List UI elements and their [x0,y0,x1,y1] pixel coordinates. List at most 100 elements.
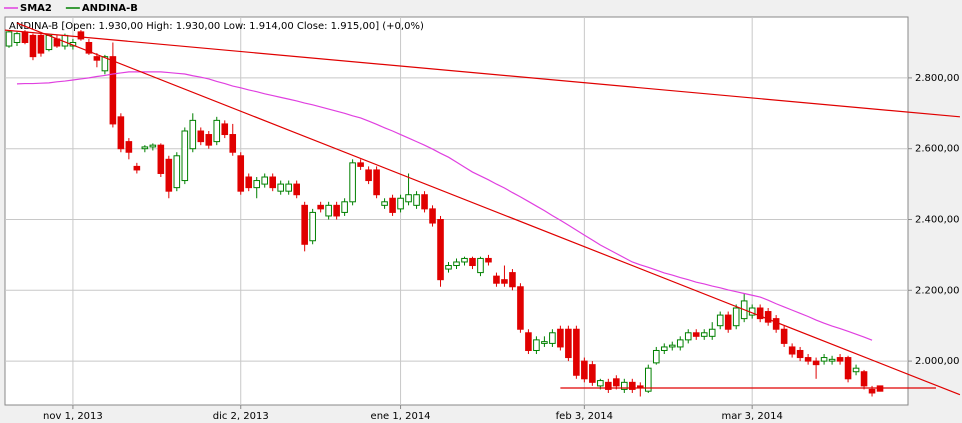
x-tick-label: mar 3, 2014 [722,411,783,422]
y-tick-label: 2.000,00 [915,356,960,367]
candle-body [605,381,612,390]
candle-body [549,332,556,344]
candle-body [684,332,692,341]
candle-body [93,56,101,61]
candle-body [820,357,828,362]
candle-body [85,41,93,54]
candle-body [173,155,181,189]
candle-body [493,275,500,284]
candle-body [573,328,580,376]
candle-body [141,146,149,150]
candle-body [557,328,564,348]
candle-body [13,33,21,43]
candle-body [732,307,740,327]
legend-label: SMA2 [20,3,52,14]
candle-body [213,119,221,143]
candle-body [117,116,125,150]
candle-body [373,169,380,196]
candle-body [485,257,492,263]
candle-body [285,183,292,192]
y-tick-label: 2.200,00 [915,285,960,296]
candle-body [756,307,764,320]
candle-body [301,204,308,245]
candle-body [221,123,229,136]
candle-body [133,165,141,171]
candle-body [860,371,868,387]
candle-body [261,176,269,185]
candle-body [700,332,708,337]
candle-body [229,134,237,153]
candle-body [109,56,117,125]
candle-body [149,144,157,148]
candle-body [5,31,13,47]
candle-body [501,279,508,284]
candle-body [205,134,213,146]
candle-body [581,360,588,380]
candle-body [77,31,85,40]
candle-body [453,261,460,267]
candle-body [413,194,420,206]
candle-body [197,130,205,143]
candle-body [341,201,348,213]
candle-body [533,339,540,351]
candle-body [772,318,780,330]
candle-body [613,378,620,387]
candle-body [293,183,300,196]
candle-body [621,381,628,390]
legend-label: ANDINA-B [82,3,138,14]
x-tick-label: feb 3, 2014 [556,411,613,422]
x-tick-label: dic 2, 2013 [213,411,269,422]
candle-body [429,208,436,224]
candle-body [724,314,732,330]
candle-body [541,341,548,344]
candle-body [349,162,356,203]
candle-body [421,194,428,210]
candle-body [804,357,812,362]
candle-body [125,141,133,153]
x-tick-label: ene 1, 2014 [371,411,431,422]
trend-line [4,29,960,118]
candle-body [676,339,684,348]
candle-body [836,357,844,362]
candle-body [437,218,444,281]
candle-body [565,328,572,359]
candle-body [317,204,324,210]
trend-line [16,22,961,396]
candle-body [764,311,772,323]
candle-body [477,257,484,274]
y-tick-label: 2.400,00 [915,214,960,225]
candle-body [780,328,788,344]
candle-body [644,367,652,392]
y-tick-label: 2.800,00 [915,73,960,84]
candle-body [668,344,676,348]
candle-body [397,197,404,210]
candle-body [828,358,836,362]
candle-body [277,183,284,192]
candle-body [245,176,253,189]
candle-body [269,176,277,189]
candle-body [165,158,173,192]
candle-body [37,34,45,54]
candle-body [868,388,876,394]
candle-body [517,286,524,330]
candle-body [636,385,644,389]
candle-body [844,357,852,380]
candle-body [597,380,604,387]
y-tick-label: 2.600,00 [915,144,960,155]
info-line: ANDINA-B [Open: 1.930,00 High: 1.930,00 … [9,21,424,32]
candle-body [189,119,197,150]
candle-body [333,204,340,217]
candle-body [365,169,372,182]
candle-body [21,31,29,43]
candle-body [708,328,716,337]
candle-body [381,201,388,206]
candle-body [509,272,516,288]
candle-body [157,144,165,174]
candle-body [309,211,316,242]
candle-body [692,332,700,337]
candle-body [405,194,412,203]
candle-body [253,180,261,189]
candle-body [660,346,668,351]
